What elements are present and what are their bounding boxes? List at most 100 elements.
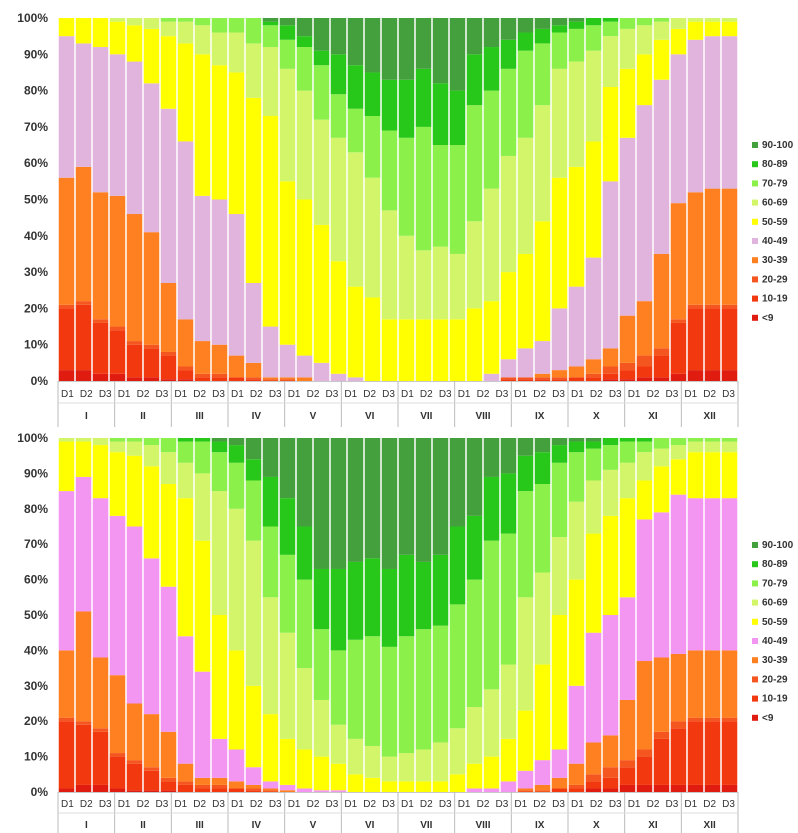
bar-segment-50-59 [551,615,568,750]
bar-segment-60-69 [687,441,704,453]
bar-segment-20-29 [143,767,160,771]
bar-segment-60-69 [177,21,194,44]
bar-segment-70-79 [585,25,602,51]
bar-segment-80-89 [415,68,432,127]
bar-segment-60-69 [211,32,228,66]
bar-segment-40-49 [721,36,738,189]
bar-segment-20-29 [602,767,619,778]
bar-segment-50-59 [653,466,670,513]
bar-segment-40-49 [466,788,483,792]
bar-segment-90-100 [296,18,313,37]
bar-segment-70-79 [602,445,619,470]
bar-segment-10-19 [228,377,245,381]
decade-tick-label: D3 [722,389,735,400]
bar-segment-40-49 [483,373,500,381]
decade-tick-label: D3 [155,389,168,400]
bar-segment-60-69 [296,668,313,750]
bar-segment-90-100 [415,438,432,562]
bar-segment-80-89 [483,476,500,541]
bar-segment-70-79 [687,438,704,442]
bar-segment-50-59 [636,480,653,520]
bar-segment-10-19 [126,344,143,378]
bar-segment-80-89 [568,441,585,453]
bar-segment-70-79 [466,105,483,222]
bar-segment-lt9 [619,784,636,792]
bar-segment-50-59 [109,21,126,55]
bar-segment-80-89 [262,476,279,527]
bar-segment-90-100 [347,438,364,562]
bar-segment-20-29 [75,721,92,725]
bar-segment-40-49 [602,615,619,736]
decade-tick-label: D2 [80,799,93,810]
decade-tick-label: D2 [590,799,603,810]
bar-segment-50-59 [534,664,551,761]
bar-segment-60-69 [92,438,109,446]
bar-segment-30-39 [534,373,551,378]
legend-swatch [752,314,758,321]
decade-tick-label: D3 [382,389,395,400]
bar-segment-50-59 [262,714,279,782]
legend-swatch [752,199,758,206]
bar-segment-30-39 [194,777,211,785]
legend-label: <9 [762,313,774,324]
y-tick-label: 100% [17,11,48,25]
bar-segment-40-49 [602,181,619,349]
bar-segment-80-89 [449,526,466,605]
bar-segment-30-39 [619,315,636,363]
bar-segment-40-49 [585,632,602,743]
bar-segment-lt9 [636,377,653,381]
decade-tick-label: D3 [495,799,508,810]
bar-segment-50-59 [415,781,432,792]
decade-tick-label: D2 [137,799,150,810]
bar-segment-30-39 [602,348,619,367]
bar-segment-70-79 [126,438,143,442]
bar-segment-20-29 [262,379,279,381]
bar-segment-10-19 [585,377,602,381]
bar-segment-80-89 [602,438,619,446]
bar-segment-60-69 [347,152,364,287]
decade-tick-label: D1 [458,799,471,810]
bar-segment-70-79 [262,526,279,598]
bar-segment-10-19 [653,355,670,378]
bar-segment-60-69 [619,28,636,69]
bar-segment-40-49 [160,108,177,283]
bar-segment-10-19 [228,788,245,792]
bar-segment-40-49 [568,685,585,764]
bar-segment-30-39 [602,735,619,768]
bar-segment-50-59 [721,452,738,499]
bar-segment-50-59 [636,54,653,106]
bar-segment-30-39 [228,781,245,789]
bar-segment-50-59 [126,25,143,62]
bar-segment-60-69 [75,438,92,442]
bar-segment-90-100 [432,438,449,555]
bar-segment-70-79 [653,438,670,449]
bar-segment-10-19 [636,366,653,378]
bar-segment-lt9 [704,370,721,381]
bar-segment-50-59 [75,441,92,477]
bar-segment-80-89 [364,558,381,637]
bar-segment-60-69 [58,438,75,442]
bar-segment-60-69 [364,177,381,298]
bar-segment-10-19 [517,379,534,381]
bar-segment-90-100 [313,18,330,51]
bar-segment-60-69 [262,47,279,117]
bar-segment-70-79 [653,18,670,22]
legend-label: 10-19 [762,294,788,305]
legend-label: 50-59 [762,617,788,628]
month-tick-label: I [85,411,88,422]
decade-tick-label: D2 [363,799,376,810]
bar-segment-90-100 [449,18,466,91]
bar-segment-20-29 [704,304,721,309]
bar-segment-40-49 [670,54,687,204]
bar-segment-60-69 [432,246,449,320]
bar-segment-20-29 [160,777,177,782]
bar-segment-80-89 [211,441,228,453]
bar-segment-90-100 [279,18,296,26]
bar-segment-50-59 [296,749,313,789]
bar-segment-60-69 [177,462,194,499]
bar-segment-10-19 [58,308,75,371]
bar-segment-50-59 [211,615,228,739]
bar-segment-70-79 [704,438,721,442]
bar-segment-lt9 [619,379,636,381]
bar-segment-70-79 [313,629,330,700]
